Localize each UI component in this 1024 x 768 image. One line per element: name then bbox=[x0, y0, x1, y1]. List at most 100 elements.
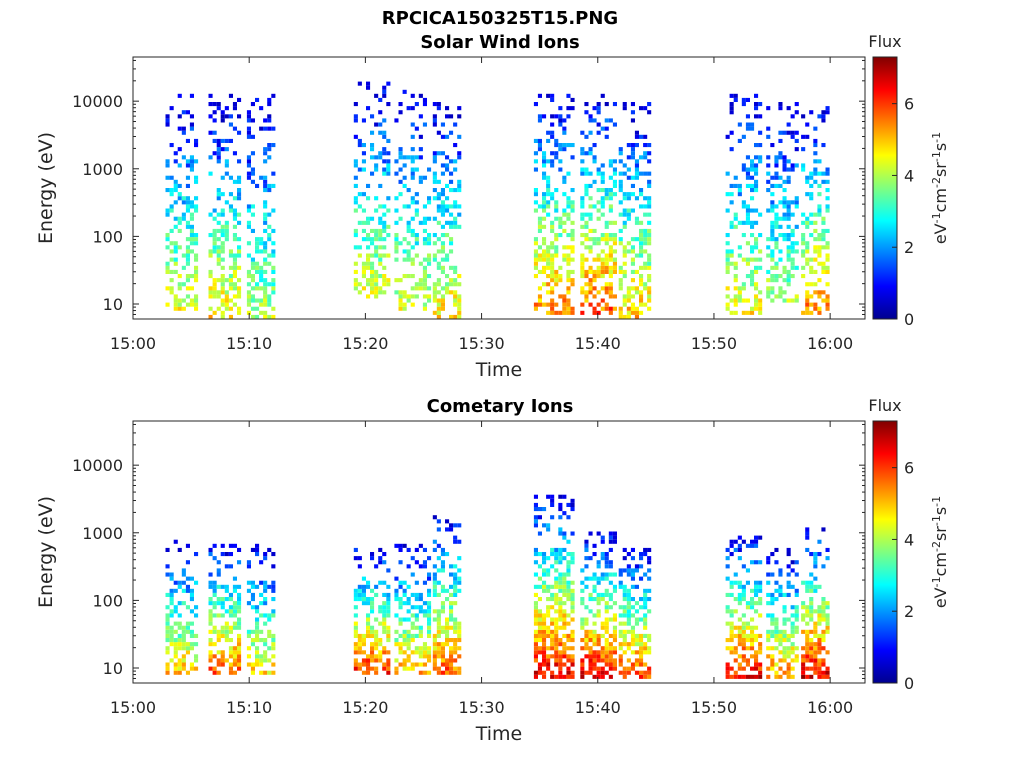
flux-cell bbox=[546, 261, 551, 266]
flux-cell bbox=[608, 282, 613, 287]
flux-cell bbox=[566, 310, 571, 315]
flux-cell bbox=[612, 588, 617, 593]
flux-cell bbox=[422, 278, 427, 283]
flux-cell bbox=[440, 605, 445, 610]
flux-cell bbox=[588, 245, 593, 250]
flux-cell bbox=[378, 621, 383, 626]
flux-cell bbox=[801, 233, 806, 238]
flux-cell bbox=[194, 257, 199, 262]
flux-cell bbox=[440, 552, 445, 557]
flux-cell bbox=[169, 192, 174, 197]
flux-cell bbox=[558, 584, 563, 589]
flux-cell bbox=[220, 662, 225, 667]
flux-cell bbox=[216, 249, 221, 254]
flux-cell bbox=[382, 662, 387, 667]
flux-cell bbox=[766, 654, 771, 659]
flux-cell bbox=[185, 196, 190, 201]
flux-cell bbox=[588, 290, 593, 295]
flux-cell bbox=[750, 597, 755, 602]
flux-cell bbox=[386, 605, 391, 610]
flux-cell bbox=[537, 298, 542, 303]
flux-cell bbox=[246, 290, 251, 295]
flux-cell bbox=[398, 646, 403, 651]
flux-cell bbox=[622, 274, 627, 279]
flux-cell bbox=[165, 233, 170, 238]
flux-cell bbox=[165, 286, 170, 291]
flux-cell bbox=[729, 629, 734, 634]
flux-cell bbox=[622, 208, 627, 213]
flux-cell bbox=[550, 151, 555, 156]
flux-cell bbox=[457, 576, 462, 581]
flux-cell bbox=[630, 568, 635, 573]
flux-cell bbox=[588, 204, 593, 209]
flux-cell bbox=[608, 257, 613, 262]
flux-cell bbox=[220, 314, 225, 319]
flux-cell bbox=[774, 560, 779, 565]
flux-cell bbox=[165, 302, 170, 307]
flux-cell bbox=[246, 302, 251, 307]
flux-cell bbox=[647, 102, 652, 107]
flux-cell bbox=[246, 175, 251, 180]
flux-cell bbox=[774, 588, 779, 593]
flux-cell bbox=[562, 253, 567, 258]
flux-cell bbox=[584, 584, 589, 589]
flux-cell bbox=[725, 286, 730, 291]
flux-cell bbox=[378, 286, 383, 291]
flux-cell bbox=[406, 617, 411, 622]
flux-cell bbox=[825, 605, 830, 610]
flux-cell bbox=[618, 633, 623, 638]
flux-cell bbox=[754, 167, 759, 172]
flux-cell bbox=[584, 257, 589, 262]
flux-cell bbox=[550, 290, 555, 295]
flux-cell bbox=[357, 638, 362, 643]
flux-cell bbox=[647, 183, 652, 188]
flux-cell bbox=[737, 629, 742, 634]
flux-cell bbox=[453, 642, 458, 647]
flux-cell bbox=[584, 298, 589, 303]
flux-cell bbox=[758, 265, 763, 270]
flux-cell bbox=[386, 601, 391, 606]
flux-cell bbox=[592, 228, 597, 233]
flux-cell bbox=[232, 224, 237, 229]
flux-cell bbox=[790, 130, 795, 135]
flux-cell bbox=[453, 646, 458, 651]
flux-cell bbox=[596, 290, 601, 295]
flux-cell bbox=[825, 106, 830, 111]
flux-cell bbox=[546, 253, 551, 258]
flux-cell bbox=[794, 196, 799, 201]
flux-cell bbox=[445, 233, 450, 238]
flux-cell bbox=[813, 662, 818, 667]
flux-cell bbox=[418, 147, 423, 152]
flux-cell bbox=[566, 613, 571, 618]
flux-cell bbox=[754, 257, 759, 262]
flux-cell bbox=[432, 646, 437, 651]
flux-cell bbox=[580, 265, 585, 270]
flux-cell bbox=[181, 110, 186, 115]
flux-cell bbox=[449, 314, 454, 319]
flux-cell bbox=[741, 646, 746, 651]
flux-cell bbox=[546, 138, 551, 143]
flux-cell bbox=[550, 122, 555, 127]
flux-cell bbox=[626, 588, 631, 593]
flux-cell bbox=[729, 638, 734, 643]
flux-cell bbox=[427, 650, 432, 655]
flux-cell bbox=[604, 126, 609, 131]
flux-cell bbox=[422, 241, 427, 246]
flux-cell bbox=[630, 269, 635, 274]
flux-cell bbox=[449, 638, 454, 643]
flux-cell bbox=[208, 130, 213, 135]
flux-cell bbox=[440, 625, 445, 630]
flux-cell bbox=[596, 241, 601, 246]
flux-cell bbox=[449, 527, 454, 532]
flux-cell bbox=[741, 642, 746, 647]
flux-cell bbox=[267, 114, 272, 119]
flux-cell bbox=[208, 666, 213, 671]
flux-cell bbox=[647, 650, 652, 655]
flux-cell bbox=[414, 617, 419, 622]
flux-cell bbox=[414, 662, 419, 667]
flux-cell bbox=[432, 584, 437, 589]
flux-cell bbox=[566, 666, 571, 671]
flux-cell bbox=[592, 650, 597, 655]
colorbar-tick-label: 2 bbox=[904, 238, 914, 257]
flux-cell bbox=[588, 183, 593, 188]
